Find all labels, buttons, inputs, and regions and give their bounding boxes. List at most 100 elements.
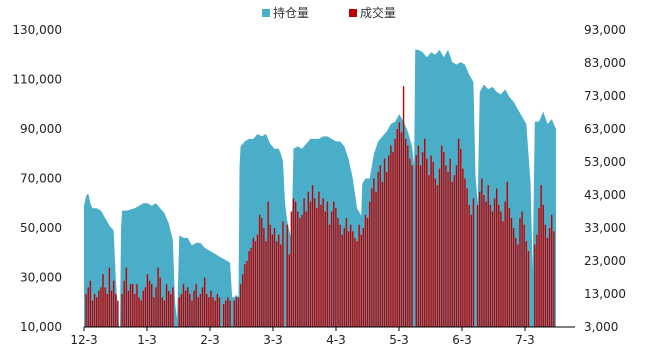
volume-bar: [419, 165, 422, 327]
volume-bar: [127, 290, 130, 327]
volume-bar: [421, 152, 424, 327]
x-tick-label: 2-3: [200, 333, 220, 347]
volume-bar: [121, 294, 123, 327]
volume-bar: [182, 284, 185, 327]
volume-bar: [457, 138, 460, 327]
volume-bar: [447, 171, 449, 327]
volume-bar: [438, 168, 441, 327]
y-right-tick-label: 93,000: [584, 23, 626, 37]
volume-bar: [87, 287, 89, 327]
volume-bar: [267, 201, 269, 327]
volume-bar: [153, 297, 155, 327]
volume-bar: [195, 284, 197, 327]
volume-bar: [335, 208, 337, 327]
volume-bar: [161, 297, 164, 327]
volume-bar: [415, 155, 417, 327]
volume-bar: [252, 237, 255, 327]
volume-bar: [320, 204, 322, 327]
open-interest-area-layer: [84, 49, 556, 328]
volume-bar: [343, 228, 346, 327]
y-right-tick-label: 23,000: [584, 254, 626, 268]
volume-bar: [112, 280, 115, 327]
volume-bar: [237, 297, 240, 327]
volume-bar: [250, 247, 252, 327]
x-tick-label: 3-3: [263, 333, 283, 347]
volume-bar: [383, 158, 386, 327]
volume-bar: [131, 284, 134, 327]
volume-bar: [288, 254, 290, 327]
volume-bar: [417, 145, 420, 327]
volume-bar: [521, 211, 523, 327]
volume-bar: [464, 178, 466, 327]
volume-bar: [525, 241, 528, 327]
volume-bar: [140, 300, 142, 327]
volume-bar: [265, 241, 267, 327]
volume-bar: [540, 185, 542, 327]
volume-bar: [208, 297, 210, 327]
volume-bar: [398, 122, 401, 328]
volume-bar: [506, 181, 508, 327]
volume-bar: [538, 208, 540, 327]
volume-bar: [527, 251, 530, 327]
volume-bar: [292, 198, 295, 327]
volume-bar: [443, 152, 445, 327]
volume-bar: [210, 290, 212, 327]
volume-bar: [358, 224, 360, 327]
volume-bar: [396, 129, 398, 327]
volume-bar: [104, 287, 106, 327]
volume-bar: [318, 191, 320, 327]
volume-bar: [400, 132, 403, 327]
volume-bar: [229, 300, 231, 327]
y-right-tick-label: 53,000: [584, 155, 626, 169]
volume-bar: [407, 145, 409, 327]
volume-bar: [493, 198, 496, 327]
volume-bar: [263, 228, 265, 327]
volume-bar: [523, 224, 525, 327]
volume-bar: [189, 294, 191, 327]
volume-bar: [157, 267, 159, 327]
volume-bar: [163, 300, 166, 327]
volume-bar: [379, 165, 381, 327]
volume-bar: [510, 218, 513, 327]
volume-bar: [172, 287, 174, 327]
volume-bar: [235, 297, 238, 327]
volume-bar: [214, 300, 216, 327]
volume-bar: [491, 211, 494, 327]
volume-bar: [115, 294, 117, 327]
volume-bar: [303, 198, 305, 327]
volume-bar: [345, 218, 348, 327]
volume-bar: [349, 224, 352, 327]
volume-bar: [100, 287, 102, 327]
volume-bar: [354, 237, 356, 327]
volume-bar: [534, 244, 536, 327]
volume-bar: [134, 294, 136, 327]
volume-bar: [316, 208, 318, 327]
volume-bar: [519, 218, 521, 327]
volume-bar: [489, 204, 492, 327]
volume-bar: [347, 231, 350, 327]
y-right-tick-label: 13,000: [584, 287, 626, 301]
volume-bar: [294, 201, 297, 327]
volume-bar: [375, 191, 377, 327]
volume-bar: [385, 171, 388, 327]
volume-bar: [222, 303, 225, 327]
volume-bar: [333, 201, 335, 327]
volume-bar: [148, 280, 151, 327]
volume-bar: [311, 185, 314, 327]
volume-bar: [476, 204, 479, 327]
volume-bar: [451, 181, 453, 327]
volume-bar: [159, 277, 161, 327]
y-left-tick-label: 70,000: [20, 172, 62, 186]
volume-bar: [96, 297, 98, 327]
volume-bar: [468, 204, 470, 327]
volume-bar: [290, 211, 293, 327]
volume-bar: [197, 297, 199, 327]
volume-bar: [129, 284, 132, 327]
y-right-tick-label: 3,000: [584, 320, 618, 334]
volume-bar: [428, 175, 430, 327]
volume-bar: [89, 280, 92, 327]
volume-bar: [411, 165, 413, 327]
volume-bar: [187, 287, 189, 327]
volume-bar: [339, 224, 341, 327]
